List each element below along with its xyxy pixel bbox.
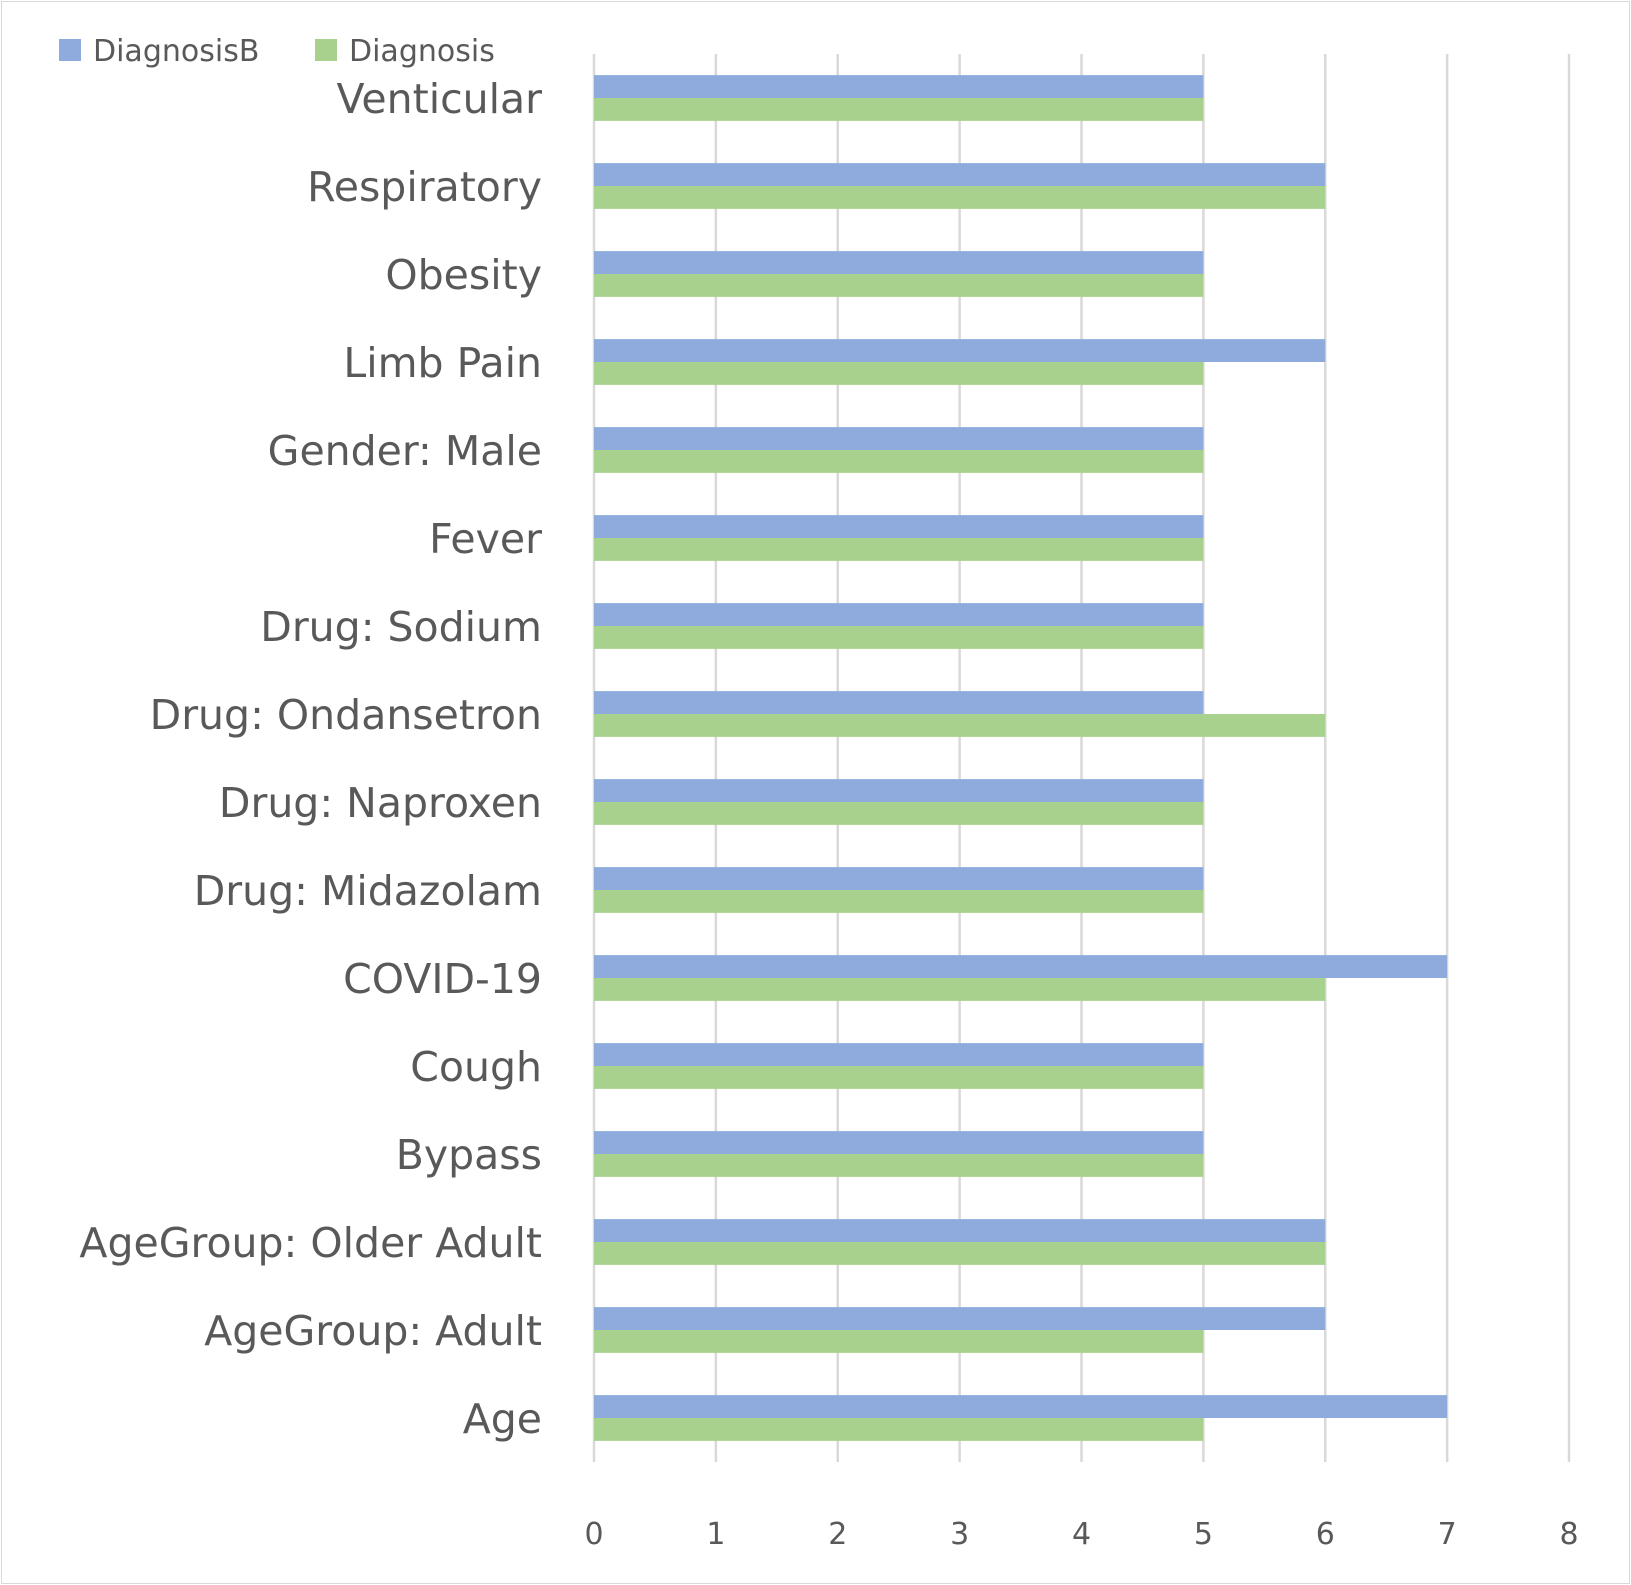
bar-diagnosis-15 bbox=[594, 1418, 1204, 1441]
bar-diagnosisb-12 bbox=[594, 1131, 1204, 1154]
bar-diagnosisb-14 bbox=[594, 1307, 1326, 1330]
bar-diagnosis-14 bbox=[594, 1330, 1204, 1353]
bar-diagnosisb-0 bbox=[594, 75, 1204, 98]
category-label: Venticular bbox=[337, 75, 543, 123]
category-label: AgeGroup: Adult bbox=[204, 1307, 542, 1355]
bar-diagnosisb-7 bbox=[594, 691, 1204, 714]
bar-diagnosis-13 bbox=[594, 1242, 1326, 1265]
bar-diagnosisb-8 bbox=[594, 779, 1204, 802]
bar-diagnosis-5 bbox=[594, 538, 1204, 561]
bar-diagnosis-12 bbox=[594, 1154, 1204, 1177]
bar-diagnosis-4 bbox=[594, 450, 1204, 473]
x-tick-label: 2 bbox=[828, 1517, 847, 1552]
x-tick-label: 7 bbox=[1438, 1517, 1457, 1552]
bar-diagnosisb-1 bbox=[594, 163, 1326, 186]
bar-diagnosis-9 bbox=[594, 890, 1204, 913]
legend-label-diagnosis: Diagnosis bbox=[349, 34, 495, 69]
bar-diagnosisb-13 bbox=[594, 1219, 1326, 1242]
bar-diagnosisb-11 bbox=[594, 1043, 1204, 1066]
bar-diagnosis-1 bbox=[594, 186, 1326, 209]
category-label: Drug: Ondansetron bbox=[150, 691, 542, 739]
category-labels: Venticular Respiratory Obesity Limb Pain Gen… bbox=[79, 75, 542, 1443]
category-label: Cough bbox=[410, 1043, 542, 1091]
legend: DiagnosisB Diagnosis bbox=[59, 34, 495, 69]
legend-swatch-diagnosis bbox=[315, 39, 337, 61]
x-tick-label: 5 bbox=[1194, 1517, 1213, 1552]
bar-diagnosisb-3 bbox=[594, 339, 1326, 362]
category-label: Limb Pain bbox=[343, 339, 542, 387]
legend-label-diagnosisb: DiagnosisB bbox=[93, 34, 259, 69]
bar-diagnosisb-15 bbox=[594, 1395, 1448, 1418]
bar-diagnosisb-5 bbox=[594, 515, 1204, 538]
x-tick-label: 6 bbox=[1316, 1517, 1335, 1552]
x-tick-label: 1 bbox=[706, 1517, 725, 1552]
bar-diagnosis-11 bbox=[594, 1066, 1204, 1089]
bars bbox=[594, 75, 1448, 1441]
bar-diagnosis-2 bbox=[594, 274, 1204, 297]
x-tick-label: 4 bbox=[1072, 1517, 1091, 1552]
category-label: Respiratory bbox=[307, 163, 542, 211]
bar-diagnosis-8 bbox=[594, 802, 1204, 825]
category-label: COVID-19 bbox=[343, 955, 542, 1003]
category-label: Gender: Male bbox=[268, 427, 542, 475]
category-label: Fever bbox=[429, 515, 542, 563]
x-tick-labels: 0 1 2 3 4 5 6 7 8 bbox=[584, 1517, 1578, 1552]
bar-diagnosisb-10 bbox=[594, 955, 1448, 978]
bar-diagnosisb-4 bbox=[594, 427, 1204, 450]
category-label: Drug: Sodium bbox=[260, 603, 542, 651]
bar-diagnosisb-9 bbox=[594, 867, 1204, 890]
x-tick-label: 0 bbox=[584, 1517, 603, 1552]
category-label: Age bbox=[463, 1395, 542, 1443]
category-label: Obesity bbox=[385, 251, 542, 299]
bar-diagnosis-10 bbox=[594, 978, 1326, 1001]
bar-diagnosis-7 bbox=[594, 714, 1326, 737]
x-tick-label: 8 bbox=[1559, 1517, 1578, 1552]
legend-swatch-diagnosisb bbox=[59, 39, 81, 61]
bar-diagnosisb-2 bbox=[594, 251, 1204, 274]
bar-diagnosis-0 bbox=[594, 98, 1204, 121]
category-label: Drug: Naproxen bbox=[219, 779, 542, 827]
category-label: Bypass bbox=[396, 1131, 542, 1179]
bar-diagnosisb-6 bbox=[594, 603, 1204, 626]
category-label: AgeGroup: Older Adult bbox=[79, 1219, 542, 1267]
bar-diagnosis-6 bbox=[594, 626, 1204, 649]
bar-diagnosis-3 bbox=[594, 362, 1204, 385]
x-tick-label: 3 bbox=[950, 1517, 969, 1552]
category-label: Drug: Midazolam bbox=[194, 867, 542, 915]
